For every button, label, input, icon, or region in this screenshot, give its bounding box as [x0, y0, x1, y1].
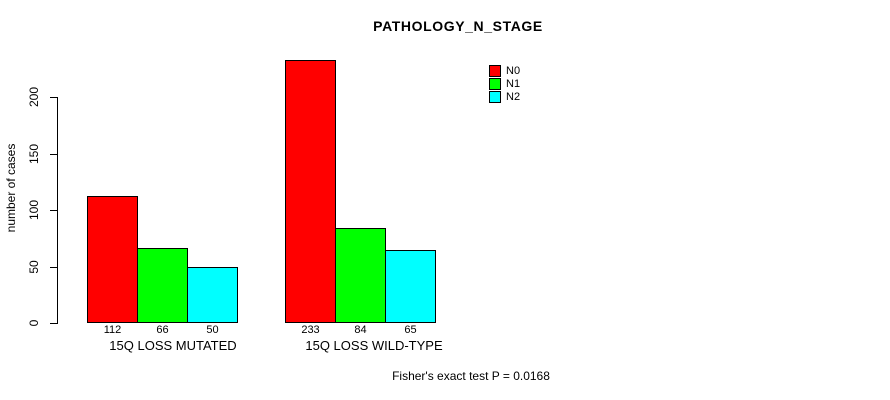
- bar-value-label: 50: [206, 324, 219, 336]
- footnote-pvalue: Fisher's exact test P = 0.0168: [392, 369, 550, 383]
- legend: N0 N1 N2: [489, 64, 520, 104]
- y-tick-label: 0: [27, 319, 41, 327]
- y-tick-label: 100: [27, 199, 41, 221]
- legend-swatch-n1: [489, 77, 501, 90]
- legend-item-n1: N1: [489, 77, 520, 90]
- x-category-label: 15Q LOSS MUTATED: [109, 338, 237, 353]
- bar-15q-loss-mutated-n0: [87, 196, 138, 323]
- legend-item-n0: N0: [489, 64, 520, 77]
- bar-value-label: 112: [103, 324, 122, 336]
- bar-15q-loss-wild-type-n0: [285, 60, 336, 323]
- y-tick-mark: [50, 154, 57, 155]
- y-tick-mark: [50, 97, 57, 98]
- legend-swatch-n2: [489, 90, 501, 103]
- y-axis-title: number of cases: [4, 143, 18, 233]
- y-tick-label: 150: [27, 143, 41, 165]
- bar-value-label: 66: [156, 324, 169, 336]
- bar-value-label: 65: [404, 324, 417, 336]
- bar-15q-loss-wild-type-n1: [335, 228, 386, 323]
- y-axis-line: [57, 97, 58, 324]
- legend-swatch-n0: [489, 64, 501, 77]
- legend-label: N0: [506, 64, 521, 77]
- bar-15q-loss-mutated-n2: [187, 267, 238, 323]
- bar-value-label: 233: [301, 324, 320, 336]
- y-tick-mark: [50, 210, 57, 211]
- y-tick-mark: [50, 267, 57, 268]
- y-tick-label: 200: [27, 86, 41, 108]
- bar-value-label: 84: [354, 324, 367, 336]
- bar-15q-loss-wild-type-n2: [385, 250, 436, 323]
- legend-item-n2: N2: [489, 90, 520, 103]
- legend-label: N2: [506, 90, 521, 103]
- chart-title: PATHOLOGY_N_STAGE: [373, 18, 543, 34]
- x-category-label: 15Q LOSS WILD-TYPE: [305, 338, 443, 353]
- y-tick-label: 50: [27, 260, 41, 274]
- bar-15q-loss-mutated-n1: [137, 248, 188, 323]
- legend-label: N1: [506, 77, 521, 90]
- y-tick-mark: [50, 323, 57, 324]
